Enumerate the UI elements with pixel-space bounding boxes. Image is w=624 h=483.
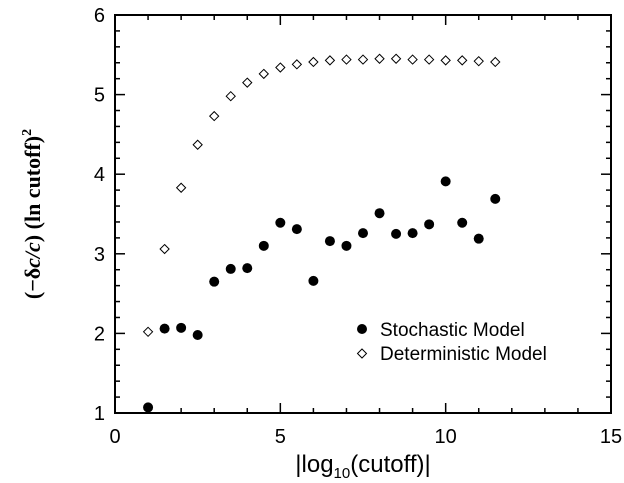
stochastic-point — [258, 240, 269, 251]
stochastic-point — [374, 208, 385, 219]
stochastic-point — [440, 176, 451, 187]
stochastic-point — [424, 219, 435, 230]
deterministic-point — [490, 56, 501, 68]
stochastic-point — [209, 276, 220, 287]
stochastic-point — [457, 217, 468, 228]
x-axis-label-suffix: (cutoff)| — [350, 451, 430, 478]
stochastic-point — [291, 224, 302, 235]
legend-label-stochastic: Stochastic Model — [380, 320, 525, 341]
x-axis-label: |log10(cutoff)| — [295, 451, 430, 482]
y-axis-label-part1: (−δ — [20, 268, 45, 299]
deterministic-point — [192, 139, 203, 150]
x-axis-label-subscript: 10 — [334, 465, 351, 482]
deterministic-point — [423, 54, 435, 65]
stochastic-point — [324, 236, 335, 247]
deterministic-point — [275, 62, 286, 73]
deterministic-point — [225, 90, 236, 102]
tick-labels: 0 5 10 15 1 2 3 4 5 6 — [94, 5, 622, 448]
legend: Stochastic Model Deterministic Model — [356, 320, 547, 365]
deterministic-point — [175, 182, 187, 193]
y-axis-label-part2: ) (ln cutoff) — [20, 136, 45, 242]
legend-marker-deterministic — [356, 348, 368, 359]
stochastic-point — [159, 323, 170, 334]
y-tick-label: 1 — [94, 403, 105, 425]
x-tick-label: 15 — [600, 426, 622, 448]
deterministic-point — [473, 55, 484, 67]
stochastic-point — [407, 228, 418, 239]
stochastic-point — [490, 193, 501, 204]
deterministic-point — [341, 54, 352, 65]
deterministic-point — [291, 59, 303, 70]
stochastic-point — [358, 228, 368, 239]
y-tick-label: 6 — [94, 5, 105, 27]
deterministic-point — [456, 55, 468, 66]
deterministic-point — [390, 53, 402, 64]
deterministic-point — [440, 55, 451, 66]
deterministic-point — [159, 243, 170, 255]
plot-frame — [114, 14, 612, 414]
deterministic-point — [407, 54, 418, 65]
stochastic-point — [341, 240, 352, 251]
y-tick-label: 4 — [94, 164, 105, 186]
stochastic-point — [308, 275, 319, 286]
deterministic-point — [308, 56, 319, 68]
stochastic-point — [192, 329, 203, 340]
deterministic-point — [374, 53, 385, 64]
x-tick-label: 5 — [275, 426, 286, 448]
stochastic-point — [275, 217, 286, 228]
x-axis-label-prefix: |log — [295, 451, 333, 478]
axis-ticks — [114, 14, 612, 414]
legend-label-deterministic: Deterministic Model — [380, 344, 547, 365]
deterministic-point — [357, 54, 369, 65]
stochastic-point — [225, 263, 236, 274]
stochastic-point — [143, 402, 154, 413]
x-tick-label: 0 — [109, 426, 120, 448]
y-tick-label: 3 — [94, 244, 105, 266]
deterministic-point — [258, 68, 270, 80]
y-tick-label: 2 — [94, 323, 105, 345]
deterministic-point — [142, 326, 154, 338]
y-tick-label: 5 — [94, 85, 105, 107]
deterministic-point — [208, 110, 220, 122]
data-markers — [142, 53, 501, 413]
y-axis-label-italic: c/c — [20, 242, 45, 268]
x-tick-label: 10 — [435, 426, 457, 448]
deterministic-point — [242, 77, 253, 88]
y-axis-label: (−δc/c) (ln cutoff)2 — [20, 129, 45, 299]
stochastic-point — [176, 322, 187, 333]
stochastic-point — [473, 233, 484, 244]
stochastic-point — [242, 263, 253, 274]
stochastic-point — [391, 228, 402, 239]
y-axis-label-superscript: 2 — [20, 129, 35, 136]
legend-marker-stochastic — [357, 324, 367, 334]
deterministic-point — [324, 55, 336, 66]
